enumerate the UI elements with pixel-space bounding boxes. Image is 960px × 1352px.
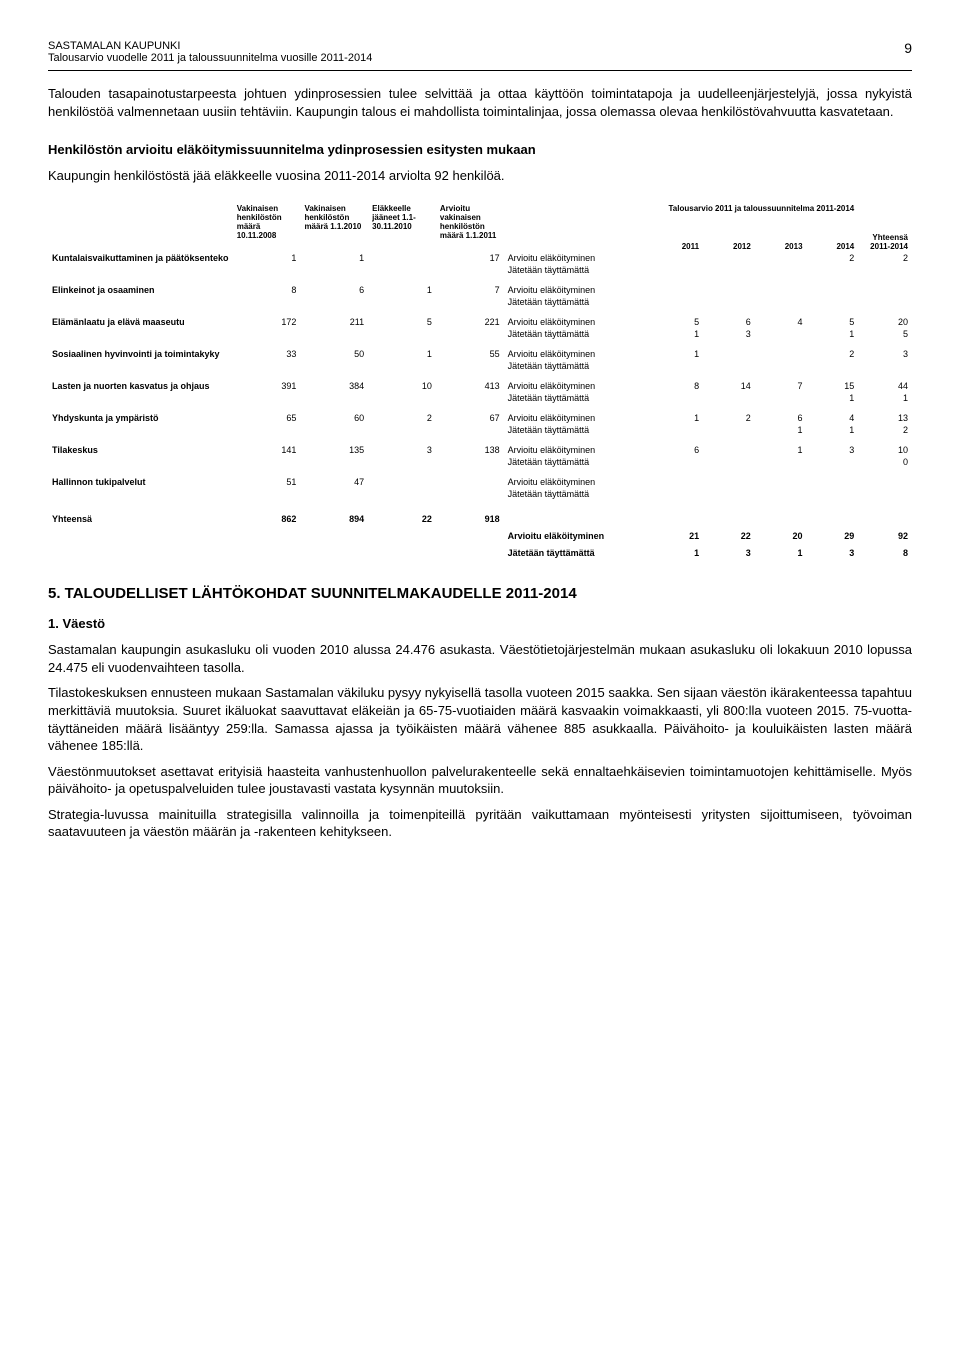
heading-retirement-plan: Henkilöstön arvioitu eläköitymissuunnite… <box>48 142 912 157</box>
metric-arv: Arvioitu eläköityminen <box>504 252 652 264</box>
table-row-jat: Jätetään täyttämättä <box>48 360 912 372</box>
metric-jat: Jätetään täyttämättä <box>504 296 652 308</box>
total-row: Yhteensä86289422918 <box>48 508 912 525</box>
row-label: Lasten ja nuorten kasvatus ja ohjaus <box>48 380 233 392</box>
metric-arv: Arvioitu eläköityminen <box>504 525 652 542</box>
row-label: Kuntalaisvaikuttaminen ja päätöksenteko <box>48 252 233 264</box>
table-row: Elämänlaatu ja elävä maaseutu1722115221A… <box>48 316 912 328</box>
section5-p1: Sastamalan kaupungin asukasluku oli vuod… <box>48 641 912 676</box>
metric-arv: Arvioitu eläköityminen <box>504 476 652 488</box>
header-left: SASTAMALAN KAUPUNKI Talousarvio vuodelle… <box>48 40 372 64</box>
metric-jat: Jätetään täyttämättä <box>504 542 652 559</box>
metric-jat: Jätetään täyttämättä <box>504 264 652 276</box>
section5-sub1: 1. Väestö <box>48 616 912 631</box>
metric-arv: Arvioitu eläköityminen <box>504 284 652 296</box>
metric-jat: Jätetään täyttämättä <box>504 392 652 404</box>
table-row-jat: Jätetään täyttämättä <box>48 488 912 500</box>
section5-p2: Tilastokeskuksen ennusteen mukaan Sastam… <box>48 684 912 754</box>
table-row: Yhdyskunta ja ympäristö6560267Arvioitu e… <box>48 412 912 424</box>
header-subtitle: Talousarvio vuodelle 2011 ja taloussuunn… <box>48 52 372 64</box>
table-row-jat: Jätetään täyttämättä0 <box>48 456 912 468</box>
row-label: Hallinnon tukipalvelut <box>48 476 233 488</box>
total-label: Yhteensä <box>48 508 233 525</box>
total-arv-row: Arvioitu eläköityminen2122202992 <box>48 525 912 542</box>
intro-paragraph-1: Talouden tasapainotustarpeesta johtuen y… <box>48 85 912 120</box>
row-label: Sosiaalinen hyvinvointi ja toimintakyky <box>48 348 233 360</box>
metric-arv: Arvioitu eläköityminen <box>504 380 652 392</box>
metric-jat: Jätetään täyttämättä <box>504 488 652 500</box>
table-row-jat: Jätetään täyttämättä <box>48 296 912 308</box>
row-label: Yhdyskunta ja ympäristö <box>48 412 233 424</box>
metric-jat: Jätetään täyttämättä <box>504 456 652 468</box>
table-row: Lasten ja nuorten kasvatus ja ohjaus3913… <box>48 380 912 392</box>
table-row: Kuntalaisvaikuttaminen ja päätöksenteko1… <box>48 252 912 264</box>
colhdr-retired: Eläkkeelle jääneet 1.1- 30.11.2010 <box>368 203 436 242</box>
metric-jat: Jätetään täyttämättä <box>504 360 652 372</box>
colhdr-totalhdr: Yhteensä 2011-2014 <box>858 203 912 253</box>
metric-arv: Arvioitu eläköityminen <box>504 444 652 456</box>
retirement-table: Vakinaisen henkilöstön määrä 10.11.2008 … <box>48 203 912 560</box>
metric-arv: Arvioitu eläköityminen <box>504 316 652 328</box>
colhdr-2011: Arvioitu vakinaisen henkilöstön määrä 1.… <box>436 203 504 242</box>
total-jat-row: Jätetään täyttämättä13138 <box>48 542 912 559</box>
table-row: Hallinnon tukipalvelut5147Arvioitu eläkö… <box>48 476 912 488</box>
table-row-jat: Jätetään täyttämättä <box>48 264 912 276</box>
table-row: Elinkeinot ja osaaminen8617Arvioitu eläk… <box>48 284 912 296</box>
table-row-jat: Jätetään täyttämättä1315 <box>48 328 912 340</box>
colhdr-y2014: 2014 <box>807 241 859 252</box>
colhdr-2008: Vakinaisen henkilöstön määrä 10.11.2008 <box>233 203 301 242</box>
section5-title: 5. TALOUDELLISET LÄHTÖKOHDAT SUUNNITELMA… <box>48 585 912 602</box>
colhdr-y2013: 2013 <box>755 241 807 252</box>
metric-arv: Arvioitu eläköityminen <box>504 412 652 424</box>
table-row-jat: Jätetään täyttämättä11 <box>48 392 912 404</box>
header-divider <box>48 70 912 71</box>
table-body: Kuntalaisvaikuttaminen ja päätöksenteko1… <box>48 252 912 559</box>
metric-jat: Jätetään täyttämättä <box>504 328 652 340</box>
table-head: Vakinaisen henkilöstön määrä 10.11.2008 … <box>48 203 912 253</box>
table-row: Tilakeskus1411353138Arvioitu eläköitymin… <box>48 444 912 456</box>
colhdr-y2012: 2012 <box>703 241 755 252</box>
metric-jat: Jätetään täyttämättä <box>504 424 652 436</box>
colhdr-plan: Talousarvio 2011 ja taloussuunnitelma 20… <box>651 203 858 242</box>
colhdr-2010: Vakinaisen henkilöstön määrä 1.1.2010 <box>300 203 368 242</box>
section5-p4: Strategia-luvussa mainituilla strategisi… <box>48 806 912 841</box>
colhdr-y2011: 2011 <box>651 241 703 252</box>
page-header: SASTAMALAN KAUPUNKI Talousarvio vuodelle… <box>48 40 912 64</box>
metric-arv: Arvioitu eläköityminen <box>504 348 652 360</box>
section5-p3: Väestönmuutokset asettavat erityisiä haa… <box>48 763 912 798</box>
header-org: SASTAMALAN KAUPUNKI <box>48 40 372 52</box>
row-label: Elämänlaatu ja elävä maaseutu <box>48 316 233 328</box>
table-row-jat: Jätetään täyttämättä112 <box>48 424 912 436</box>
row-label: Tilakeskus <box>48 444 233 456</box>
page-number: 9 <box>904 40 912 56</box>
intro-paragraph-2: Kaupungin henkilöstöstä jää eläkkeelle v… <box>48 167 912 185</box>
row-label: Elinkeinot ja osaaminen <box>48 284 233 296</box>
table-row: Sosiaalinen hyvinvointi ja toimintakyky3… <box>48 348 912 360</box>
